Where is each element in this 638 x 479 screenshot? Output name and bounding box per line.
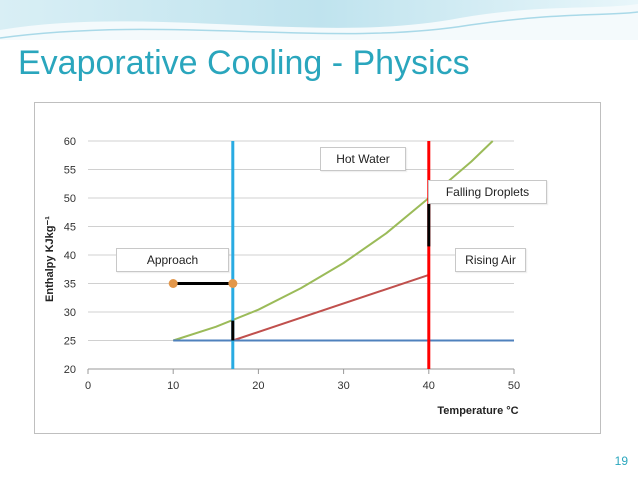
- y-tick-label: 30: [64, 307, 76, 319]
- annotation-approach: Approach: [116, 248, 229, 272]
- y-tick-label: 25: [64, 336, 76, 348]
- header-swoosh: [0, 0, 638, 40]
- annotation-hot-water: Hot Water: [320, 147, 406, 171]
- y-tick-label: 45: [64, 222, 76, 234]
- x-axis-title: Temperature °C: [437, 405, 518, 417]
- y-tick-label: 20: [64, 364, 76, 376]
- tick-labels: 20 25 30 35 40 45 50 55 60 0 10 20 30 40 50: [64, 136, 520, 392]
- x-tick-label: 30: [337, 380, 349, 392]
- y-tick-label: 40: [64, 250, 76, 262]
- series-line: [172, 140, 494, 342]
- page-number: 19: [614, 454, 628, 468]
- y-tick-label: 60: [64, 136, 76, 148]
- chart-series: [172, 140, 514, 369]
- gridlines: [87, 140, 515, 374]
- x-tick-label: 40: [423, 380, 435, 392]
- annotation-rising-air: Rising Air: [455, 248, 526, 272]
- x-tick-label: 50: [508, 380, 520, 392]
- y-tick-label: 50: [64, 193, 76, 205]
- x-tick-label: 0: [85, 380, 91, 392]
- series-line: [232, 273, 430, 342]
- chart-markers: [168, 279, 238, 288]
- x-tick-label: 20: [252, 380, 264, 392]
- slide-title: Evaporative Cooling - Physics: [18, 44, 470, 82]
- y-tick-label: 35: [64, 279, 76, 291]
- annotation-falling-droplets: Falling Droplets: [428, 180, 547, 204]
- x-tick-label: 10: [167, 380, 179, 392]
- data-point: [228, 279, 238, 288]
- data-point: [168, 279, 178, 288]
- chart-plot: 20 25 30 35 40 45 50 55 60 0 10 20 30 40 50 Temperatur…: [44, 136, 520, 417]
- y-axis-title: Enthalpy KJkg⁻¹: [44, 216, 56, 302]
- y-tick-label: 55: [64, 165, 76, 177]
